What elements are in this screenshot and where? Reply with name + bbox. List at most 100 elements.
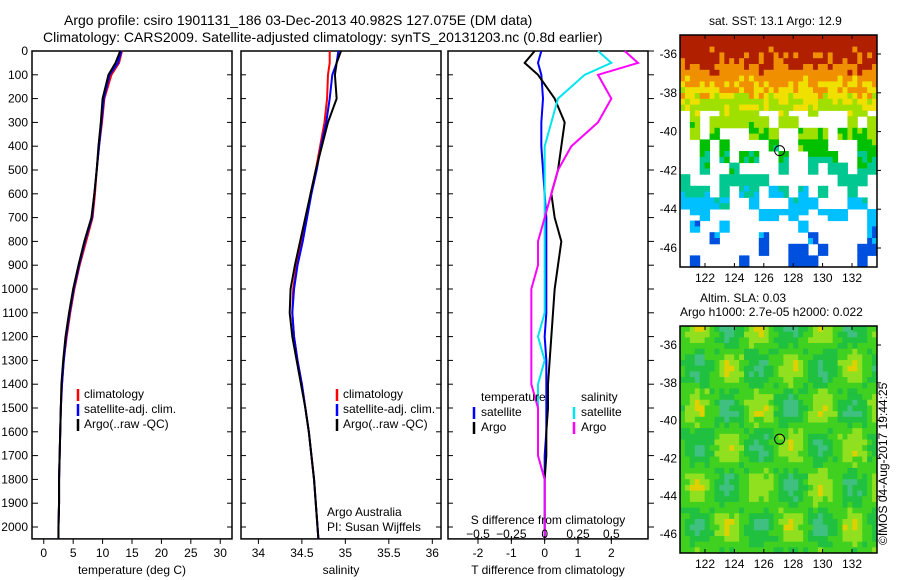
map-cell (739, 377, 745, 384)
map-cell (817, 40, 824, 48)
map-cell (724, 203, 730, 210)
map-cell (867, 479, 873, 486)
map-cell (719, 180, 725, 187)
map-cell (783, 433, 789, 440)
map-cell (778, 93, 784, 100)
map-cell (793, 203, 799, 210)
y-tick-label: 900 (8, 258, 28, 272)
map-cell (832, 445, 839, 452)
map-cell (709, 337, 715, 344)
map-cell (748, 174, 755, 181)
map-cell (852, 337, 858, 344)
map-cell (817, 484, 824, 492)
map-cell (768, 354, 775, 361)
map-cell (788, 411, 794, 418)
map-cell (832, 507, 839, 514)
map-cell (867, 151, 873, 158)
map-cell (812, 46, 819, 53)
map-cell (739, 255, 745, 262)
map-cell (783, 365, 789, 372)
map-cell (689, 450, 696, 458)
map-cell (783, 496, 789, 503)
map-cell (778, 354, 784, 361)
sst-map-title: sat. SST: 13.1 Argo: 12.9 (709, 14, 842, 28)
map-cell (768, 507, 775, 514)
sla-map-title-1: Altim. SLA: 0.03 (700, 291, 787, 305)
map-cell (763, 93, 770, 100)
map-cell (709, 490, 715, 497)
map-cell (714, 203, 720, 210)
map-cell (822, 530, 829, 537)
map-cell (788, 394, 794, 401)
series-line-salinity-satellite (536, 50, 614, 539)
x-axis-label: T difference from climatology (471, 563, 625, 577)
map-cell (689, 46, 696, 53)
map-cell (680, 69, 686, 77)
map-cell (812, 40, 819, 48)
map-cell (788, 354, 794, 361)
map-cell (852, 541, 858, 548)
map-cell (862, 326, 868, 333)
map-cell (862, 405, 868, 412)
map-cell (842, 127, 848, 135)
map-cell (817, 535, 824, 543)
map-cell (734, 104, 740, 111)
map-cell (709, 456, 715, 463)
map-cell (748, 197, 755, 204)
map-cell (862, 197, 868, 204)
map-cell (734, 58, 740, 65)
map-cell (758, 456, 765, 463)
map-cell (714, 348, 720, 355)
map-cell (744, 46, 750, 53)
map-cell (842, 467, 848, 475)
map-cell (847, 46, 853, 53)
map-cell (842, 456, 848, 463)
map-cell (798, 450, 804, 458)
map-cell (758, 133, 765, 140)
map-cell (788, 501, 794, 509)
map-cell (694, 496, 701, 503)
map-cell (857, 524, 863, 531)
map-cell (729, 462, 735, 469)
map-cell (734, 110, 740, 117)
map-cell (744, 547, 750, 554)
map-cell (822, 75, 829, 82)
map-cell (689, 496, 696, 503)
map-cell (680, 450, 686, 458)
map-cell (852, 394, 858, 401)
map-cell (812, 422, 819, 429)
map-cell (798, 422, 804, 429)
map-cell (788, 445, 794, 452)
map-cell (704, 197, 711, 204)
map-cell (847, 185, 853, 193)
map-cell (837, 530, 844, 537)
map-cell (709, 354, 715, 361)
map-cell (763, 371, 770, 378)
map-cell (719, 197, 725, 204)
map-cell (719, 98, 725, 106)
map-cell (680, 326, 686, 333)
map-cell (862, 348, 868, 355)
map-cell (788, 524, 794, 531)
map-cell (857, 145, 863, 152)
map-cell (734, 411, 740, 418)
map-cell (694, 405, 701, 412)
map-cell (773, 214, 779, 222)
map-cell (758, 484, 765, 492)
map-cell (837, 133, 844, 140)
map-cell (867, 496, 873, 503)
map-cell (709, 75, 715, 82)
map-cell (783, 185, 789, 193)
map-cell (852, 439, 858, 446)
map-cell (812, 98, 819, 106)
map-cell (793, 104, 799, 111)
map-cell (867, 116, 873, 123)
map-cell (684, 416, 691, 423)
map-cell (684, 422, 691, 429)
map-cell (758, 249, 765, 256)
map-cell (719, 145, 725, 152)
map-cell (827, 507, 834, 514)
map-cell (852, 428, 858, 435)
map-cell (694, 473, 701, 480)
map-cell (862, 93, 868, 100)
